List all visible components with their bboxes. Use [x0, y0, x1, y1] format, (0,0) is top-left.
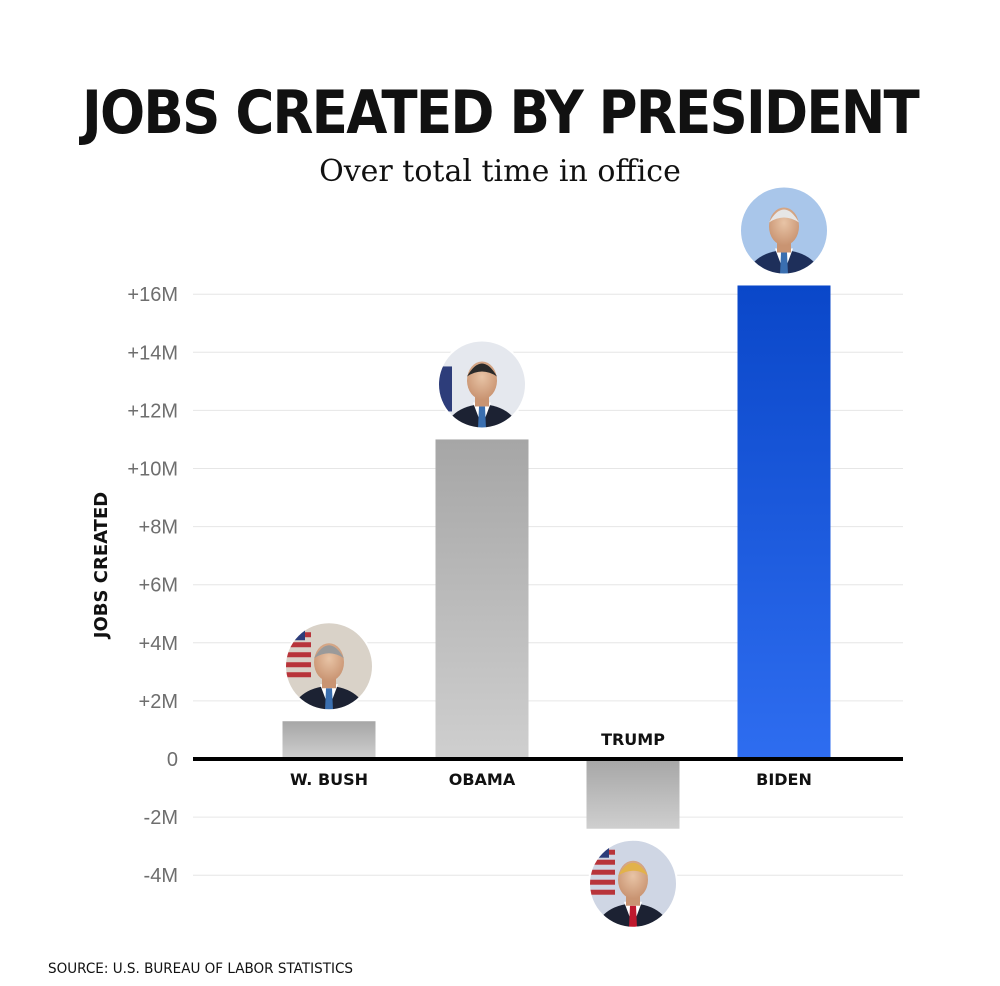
y-tick-label: -2M [144, 807, 178, 829]
avatar-trump [588, 838, 678, 929]
y-tick-label: +16M [127, 284, 178, 306]
bars [282, 285, 831, 829]
y-tick-label: +14M [127, 342, 178, 364]
chart-title: JOBS CREATED BY PRESIDENT [78, 78, 919, 148]
y-tick-label: 0 [167, 749, 178, 771]
y-tick-label: +12M [127, 400, 178, 422]
y-tick-label: -4M [144, 865, 178, 887]
bar-trump [586, 759, 680, 829]
y-tick-label: +8M [139, 517, 178, 539]
bar-obama [435, 439, 529, 759]
y-tick-label: +10M [127, 459, 178, 481]
y-tick-label: +4M [139, 633, 178, 655]
y-tick-label: +6M [139, 575, 178, 597]
avatar-obama [437, 339, 527, 430]
y-axis-ticks: +16M +14M +12M +10M +8M +6M +4M +2M 0 -2M -4M [127, 284, 178, 887]
category-label: BIDEN [756, 770, 812, 789]
source-note: SOURCE: U.S. BUREAU OF LABOR STATISTICS [48, 961, 353, 977]
category-label: OBAMA [449, 770, 516, 789]
category-label: W. BUSH [290, 770, 368, 789]
chart-subtitle: Over total time in office [319, 154, 681, 189]
y-axis-label: JOBS CREATED [91, 492, 112, 640]
category-labels: W. BUSH OBAMA TRUMP BIDEN [290, 730, 812, 789]
category-label: TRUMP [601, 730, 665, 749]
y-tick-label: +2M [139, 691, 178, 713]
avatar-biden [739, 185, 829, 276]
bar-biden [737, 285, 831, 759]
bar-w-bush [282, 721, 376, 759]
